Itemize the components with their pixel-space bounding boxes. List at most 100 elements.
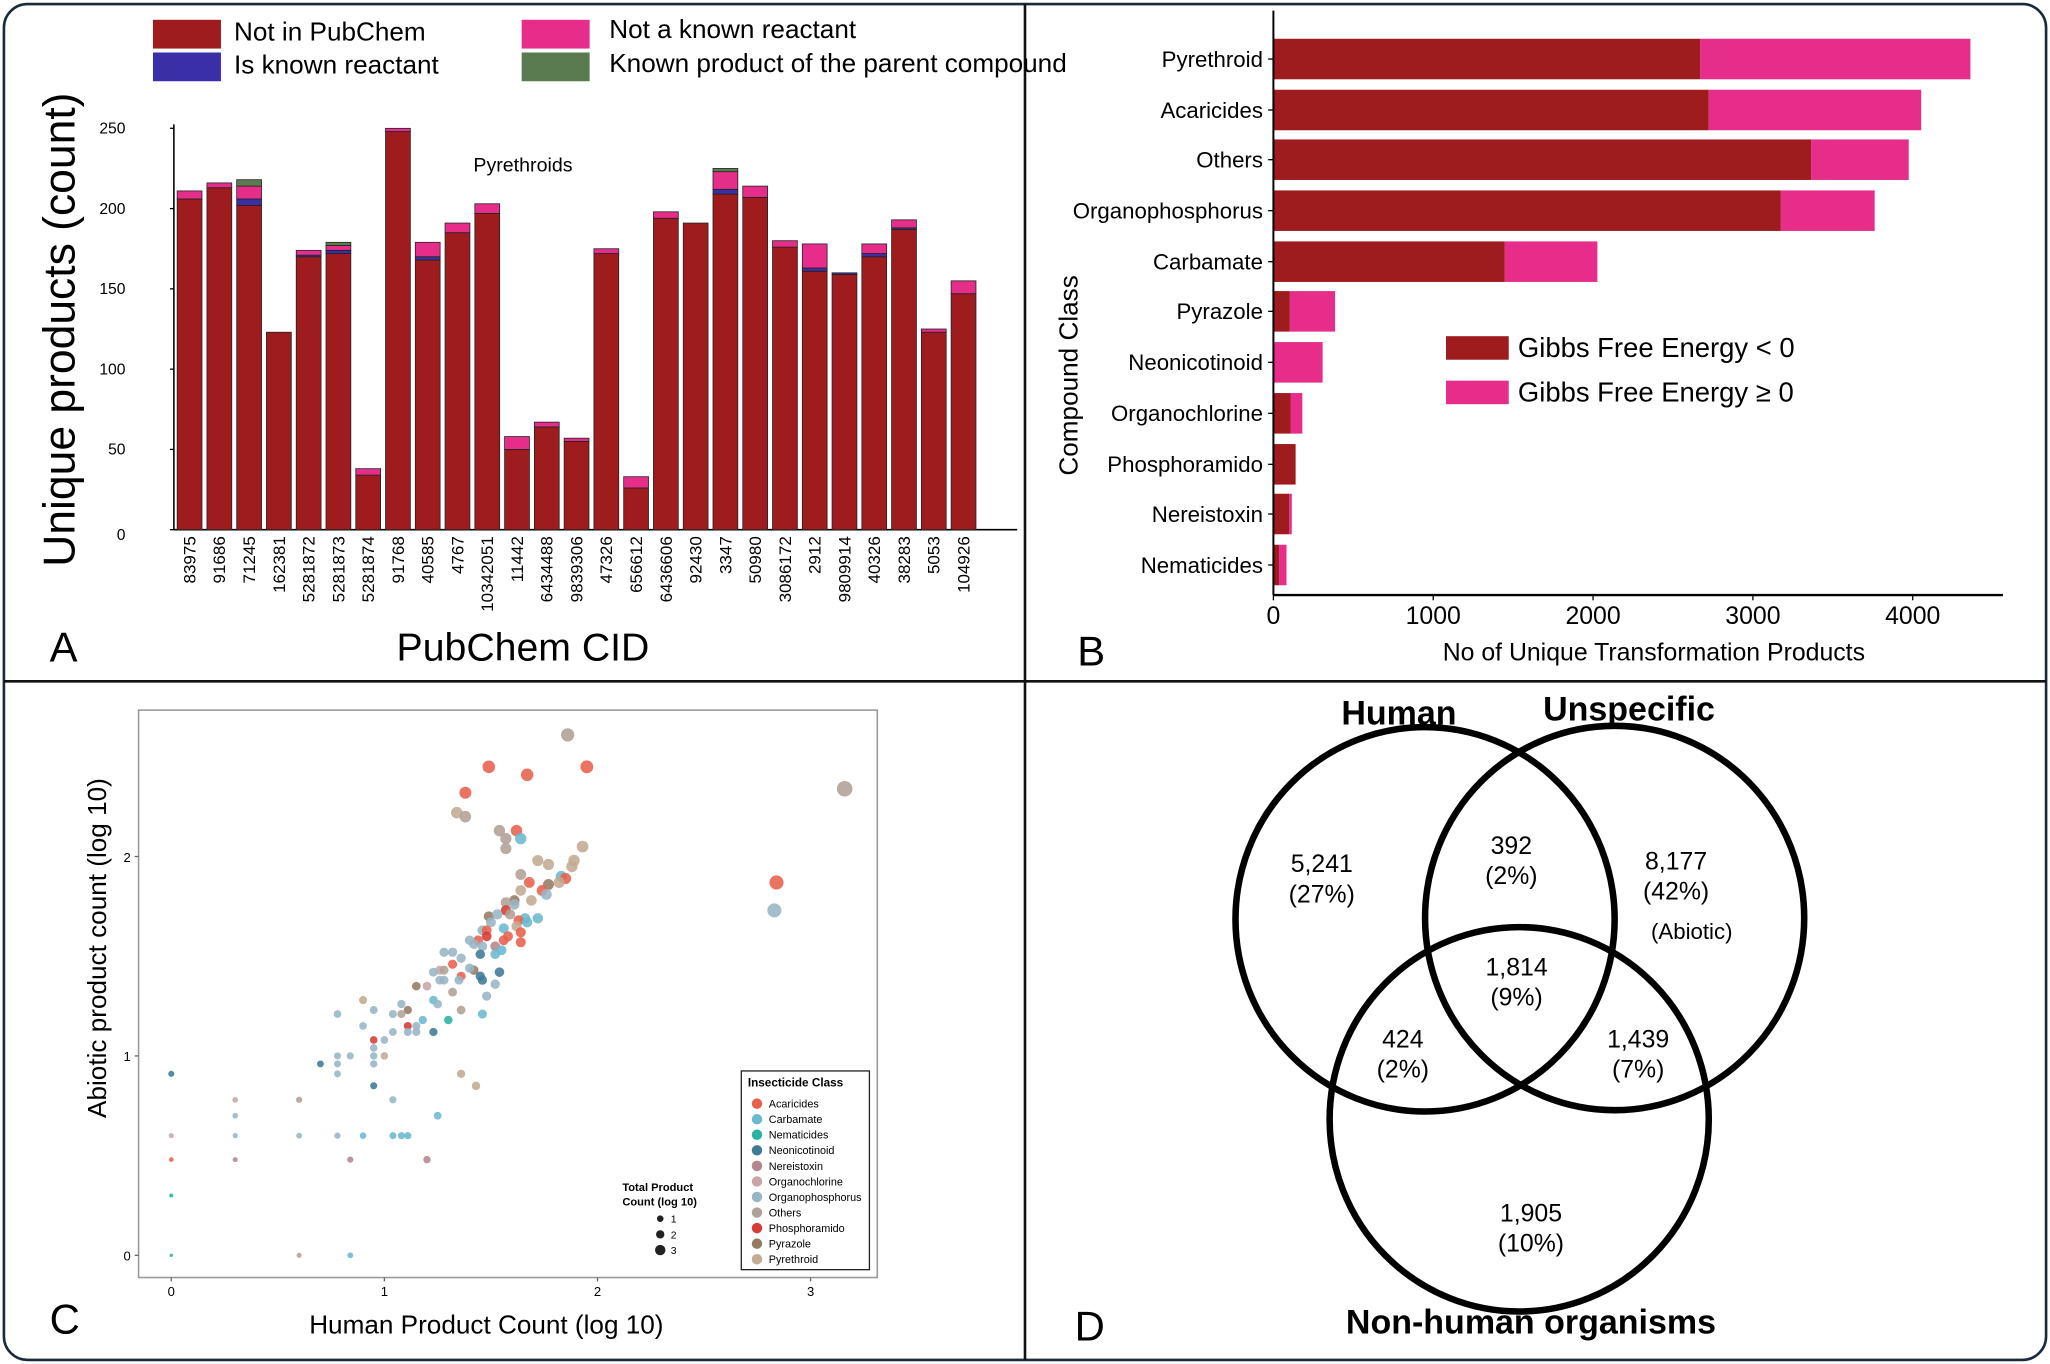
panel-label-a: A xyxy=(50,624,78,671)
category-label: Nereistoxin xyxy=(1152,502,1263,527)
bar-segment xyxy=(712,168,739,173)
bar-segment xyxy=(1780,190,1875,231)
y-tick-label: 200 xyxy=(99,201,125,218)
x-axis-title: PubChem CID xyxy=(397,625,650,669)
x-tick-label: 0 xyxy=(168,1284,175,1299)
data-point xyxy=(397,1009,406,1019)
bar-segment xyxy=(176,190,203,200)
category-label: Phosphoramido xyxy=(1107,452,1263,477)
bar-segment xyxy=(295,256,322,531)
size-legend-title: Count (log 10) xyxy=(622,1197,697,1209)
x-tick-label: 9839306 xyxy=(567,536,586,602)
bar-segment xyxy=(444,232,471,531)
data-point xyxy=(576,840,589,853)
panel-label-d: D xyxy=(1075,1302,1105,1349)
data-point xyxy=(369,1036,378,1044)
x-axis-title: No of Unique Transformation Products xyxy=(1443,639,1865,666)
bar-segment xyxy=(504,436,530,450)
data-point xyxy=(369,1006,378,1015)
category-label: Organophosphorus xyxy=(1073,199,1263,224)
y-tick-label: 2 xyxy=(123,850,130,865)
panel-label-c: C xyxy=(50,1296,80,1343)
x-tick-label: 10342051 xyxy=(478,536,497,612)
x-tick-label: 40326 xyxy=(865,536,884,583)
data-point xyxy=(296,1252,302,1258)
venn-count: 424 xyxy=(1382,1026,1424,1053)
bar-segment xyxy=(1273,139,1812,180)
bar-segment xyxy=(1273,342,1323,383)
data-point xyxy=(469,939,479,950)
data-point xyxy=(515,885,527,896)
bar-segment xyxy=(772,246,798,531)
bar-segment xyxy=(1289,493,1292,535)
x-tick-label: 0 xyxy=(1266,603,1280,630)
bar-segment xyxy=(236,198,262,206)
venn-percent: (10%) xyxy=(1498,1230,1564,1257)
bar-segment xyxy=(236,204,262,531)
venn-circle-human xyxy=(1232,723,1618,1115)
venn-count: 392 xyxy=(1491,833,1532,860)
bar-segment xyxy=(653,217,679,531)
bar-segment xyxy=(325,241,352,246)
legend-label: Not in PubChem xyxy=(234,17,426,47)
size-legend-marker xyxy=(655,1244,666,1256)
legend-marker xyxy=(751,1145,763,1156)
data-point xyxy=(456,953,466,963)
bar-segment xyxy=(474,203,501,214)
category-label: Others xyxy=(1196,148,1263,173)
data-point xyxy=(454,975,464,985)
x-tick-label: 5281874 xyxy=(359,536,378,602)
data-point xyxy=(296,1132,303,1139)
size-legend-label: 3 xyxy=(671,1246,677,1257)
x-tick-label: 3347 xyxy=(716,536,735,574)
bar-segment xyxy=(563,437,590,442)
bar-segment xyxy=(801,243,828,269)
x-tick-label: 71245 xyxy=(240,536,259,583)
x-tick-label: 2000 xyxy=(1565,603,1620,630)
x-tick-label: 47326 xyxy=(597,536,616,583)
venn-percent: (9%) xyxy=(1490,985,1542,1012)
data-point xyxy=(346,1052,354,1060)
data-point xyxy=(447,959,458,969)
data-point xyxy=(380,1036,389,1044)
venn-count: 8,177 xyxy=(1645,849,1707,876)
y-axis-title: Abiotic product count (log 10) xyxy=(82,778,112,1118)
category-label: Pyrazole xyxy=(1176,299,1262,324)
x-tick-label: 40585 xyxy=(419,536,438,583)
data-point xyxy=(580,760,594,774)
data-point xyxy=(347,1156,354,1163)
data-point xyxy=(540,889,552,900)
data-point xyxy=(515,869,527,880)
bar-segment xyxy=(742,196,768,531)
category-label: Nematicides xyxy=(1141,553,1263,578)
data-point xyxy=(532,913,544,924)
legend-marker xyxy=(751,1113,763,1125)
bar-segment xyxy=(325,253,352,531)
size-legend-marker xyxy=(656,1215,664,1222)
bar-segment xyxy=(533,421,560,428)
data-point xyxy=(397,999,406,1009)
data-point xyxy=(439,975,449,985)
venn-count: 1,439 xyxy=(1607,1026,1669,1053)
bar-segment xyxy=(295,249,322,256)
bar-segment xyxy=(563,440,590,531)
legend-marker xyxy=(751,1253,763,1265)
legend-marker xyxy=(751,1238,763,1249)
y-tick-label: 100 xyxy=(99,361,125,378)
x-tick-label: 91686 xyxy=(210,536,229,583)
bar-segment xyxy=(1290,393,1303,434)
size-legend-label: 1 xyxy=(671,1215,677,1226)
data-point xyxy=(477,941,488,952)
bar-segment xyxy=(1273,89,1709,131)
category-label: Neonicotinoid xyxy=(1128,350,1263,375)
legend-label: Neonicotinoid xyxy=(769,1145,835,1157)
bar-segment xyxy=(236,179,262,187)
x-tick-label: 4767 xyxy=(448,536,467,574)
legend-marker xyxy=(751,1222,763,1234)
venn-note: (Abiotic) xyxy=(1651,919,1732,944)
venn-percent: (7%) xyxy=(1612,1056,1664,1083)
y-axis-title: Compound Class xyxy=(1053,275,1083,475)
panel-d: Human Unspecific Non-human organisms 5,241 (… xyxy=(1232,691,1808,1342)
bar-segment xyxy=(1289,291,1336,332)
panel-b: Pyrethroid Acaricides Others Organophosphor… xyxy=(1053,10,2003,666)
